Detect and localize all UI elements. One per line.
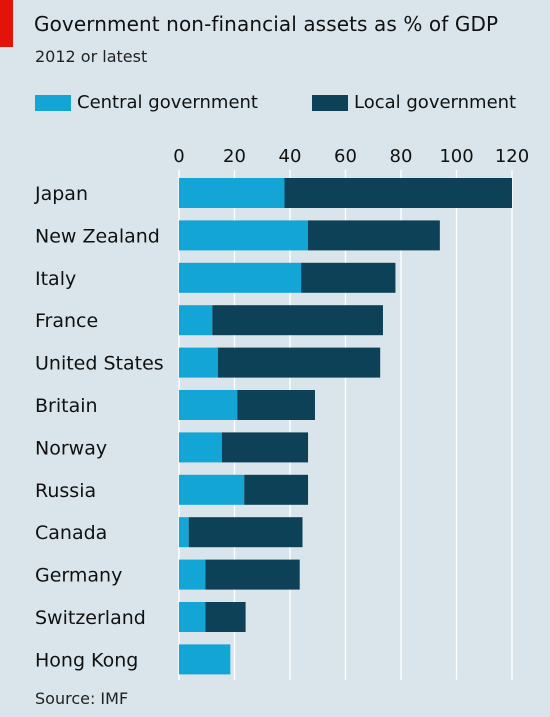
bar-segment-local <box>284 178 512 208</box>
x-tick-label: 80 <box>390 146 413 167</box>
bar-segment-local <box>244 474 309 505</box>
bar-segment-central <box>179 305 213 336</box>
bar-segment-local <box>205 602 246 632</box>
x-tick-label: 60 <box>334 146 357 167</box>
chart-title: Government non-financial assets as % of … <box>34 12 499 36</box>
bar-segment-local <box>217 347 381 378</box>
category-label: Japan <box>34 183 88 205</box>
bar-segment-central <box>179 432 223 463</box>
category-label: Hong Kong <box>35 649 138 671</box>
bar-segment-central <box>179 559 206 590</box>
bar-segment-local <box>237 390 315 420</box>
x-tick-label: 120 <box>495 146 529 167</box>
bar-segment-central <box>179 262 302 293</box>
bar-segment-central <box>179 602 206 632</box>
bar-segment-local <box>301 262 396 293</box>
x-tick-label: 100 <box>439 146 473 167</box>
source-note: Source: IMF <box>35 689 129 708</box>
legend: Central government Local government <box>0 92 550 116</box>
bar-segment-central <box>179 178 285 208</box>
category-label: Norway <box>35 437 107 459</box>
legend-item-local: Local government <box>312 92 516 113</box>
bar-segment-local <box>308 220 440 251</box>
red-accent-tag <box>0 0 13 47</box>
legend-item-central: Central government <box>35 92 258 113</box>
bar-segment-central <box>179 220 309 251</box>
legend-swatch-local <box>312 94 348 111</box>
category-label: Italy <box>35 268 76 290</box>
bar-segment-local <box>188 517 303 548</box>
bar-segment-central <box>179 644 231 675</box>
category-label: Switzerland <box>35 607 146 629</box>
bar-segment-local <box>212 305 383 336</box>
x-tick-label: 20 <box>223 146 246 167</box>
bar-segment-local <box>222 432 309 463</box>
bar-segment-central <box>179 474 245 505</box>
bar-segment-central <box>179 390 238 420</box>
bar-segment-central <box>179 517 189 548</box>
category-label: Germany <box>35 565 122 587</box>
legend-swatch-central <box>35 94 71 111</box>
bar-segment-local <box>205 559 300 590</box>
category-label: Canada <box>35 522 107 544</box>
bar-segment-central <box>179 347 218 378</box>
chart-subtitle: 2012 or latest <box>35 47 148 66</box>
category-label: United States <box>35 353 164 375</box>
legend-label-local: Local government <box>354 92 517 113</box>
category-label: Russia <box>35 480 96 502</box>
category-label: France <box>35 310 98 332</box>
x-tick-label: 40 <box>279 146 302 167</box>
category-label: Britain <box>35 395 98 417</box>
x-tick-label: 0 <box>173 146 184 167</box>
category-label: New Zealand <box>35 225 160 247</box>
legend-label-central: Central government <box>77 92 258 113</box>
